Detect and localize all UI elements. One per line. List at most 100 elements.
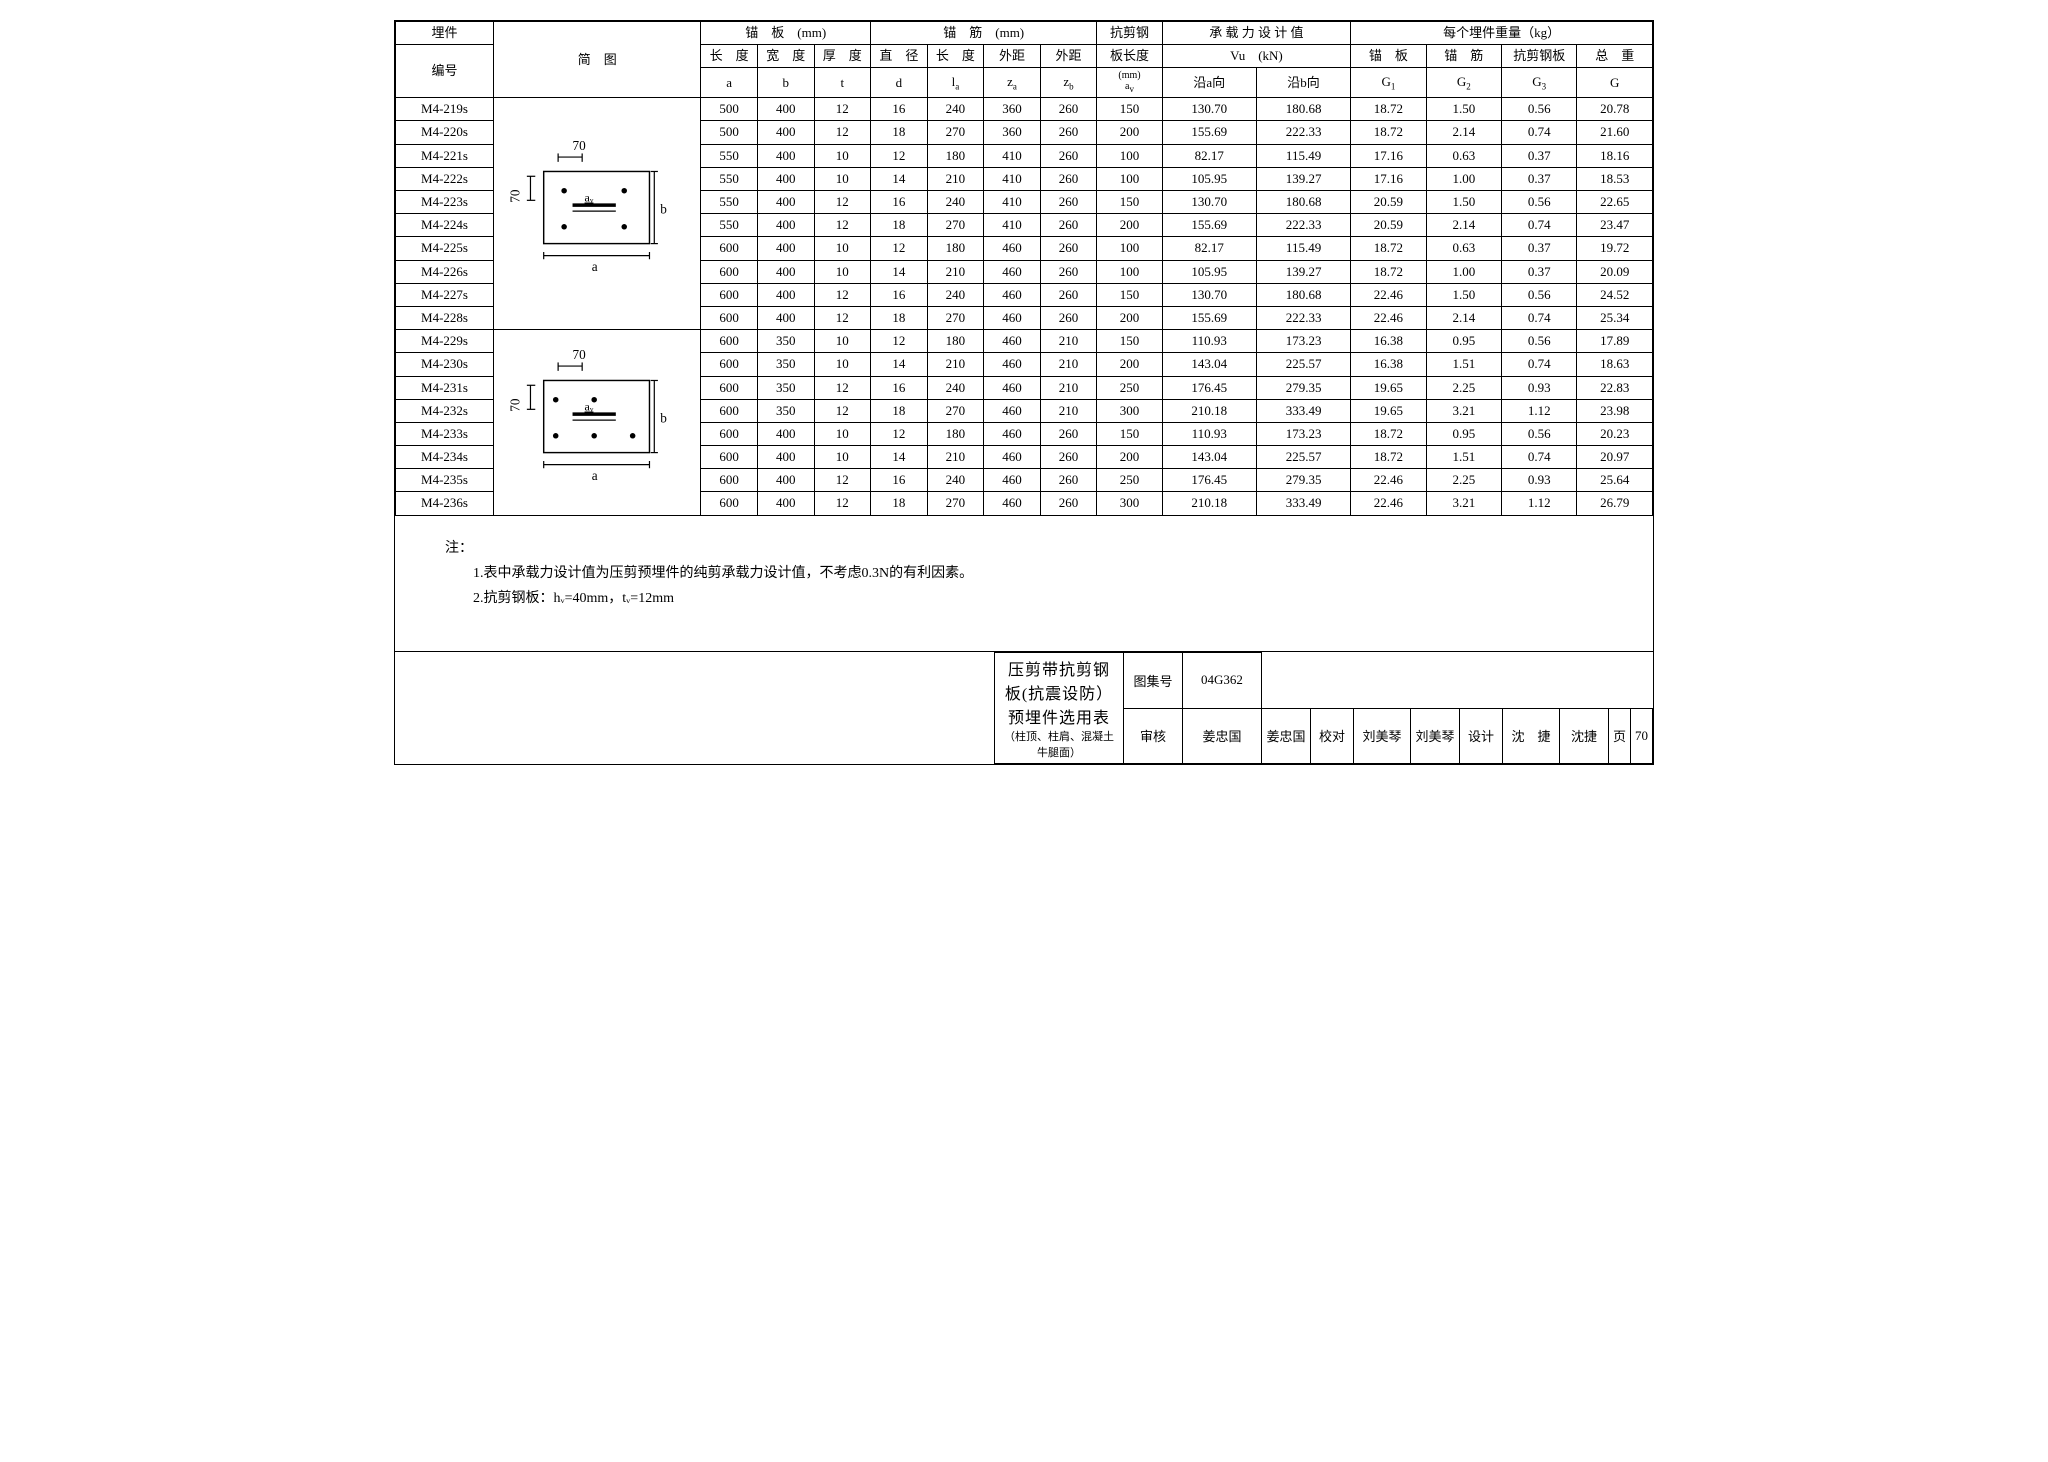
cell-t: 12 bbox=[814, 98, 871, 121]
cell-g: 24.52 bbox=[1577, 283, 1653, 306]
cell-g3: 0.74 bbox=[1502, 121, 1577, 144]
cell-zb: 260 bbox=[1040, 191, 1097, 214]
cell-la: 240 bbox=[927, 376, 984, 399]
cell-vua: 110.93 bbox=[1162, 422, 1256, 445]
cell-g3: 0.74 bbox=[1502, 446, 1577, 469]
cell-zb: 210 bbox=[1040, 376, 1097, 399]
cell-g: 25.34 bbox=[1577, 306, 1653, 329]
cell-vub: 333.49 bbox=[1256, 399, 1350, 422]
cell-vub: 139.27 bbox=[1256, 167, 1350, 190]
cell-g2: 1.51 bbox=[1426, 446, 1501, 469]
cell-av: 200 bbox=[1097, 121, 1162, 144]
cell-g2: 3.21 bbox=[1426, 492, 1501, 515]
cell-b: 400 bbox=[757, 98, 814, 121]
cell-t: 10 bbox=[814, 167, 871, 190]
cell-g1: 18.72 bbox=[1351, 121, 1426, 144]
cell-d: 18 bbox=[871, 121, 928, 144]
cell-id: M4-223s bbox=[396, 191, 494, 214]
cell-g1: 20.59 bbox=[1351, 214, 1426, 237]
cell-g: 19.72 bbox=[1577, 237, 1653, 260]
cell-vua: 105.95 bbox=[1162, 167, 1256, 190]
cell-g3: 0.56 bbox=[1502, 191, 1577, 214]
cell-vua: 210.18 bbox=[1162, 399, 1256, 422]
cell-g2: 2.25 bbox=[1426, 376, 1501, 399]
cell-b: 400 bbox=[757, 492, 814, 515]
cell-b: 400 bbox=[757, 260, 814, 283]
cell-vub: 139.27 bbox=[1256, 260, 1350, 283]
sym-av: (mm)av bbox=[1097, 68, 1162, 98]
cell-zb: 260 bbox=[1040, 144, 1097, 167]
svg-text:b: b bbox=[660, 202, 667, 217]
cell-vub: 222.33 bbox=[1256, 214, 1350, 237]
cell-za: 460 bbox=[984, 330, 1041, 353]
cell-za: 460 bbox=[984, 237, 1041, 260]
cell-id: M4-220s bbox=[396, 121, 494, 144]
jiaodui-label: 校对 bbox=[1310, 708, 1353, 764]
doc-title: 压剪带抗剪钢板(抗震设防）预埋件选用表 bbox=[1001, 656, 1117, 728]
cell-g2: 1.00 bbox=[1426, 167, 1501, 190]
cell-av: 200 bbox=[1097, 446, 1162, 469]
hdr-zb: 外距 bbox=[1040, 45, 1097, 68]
svg-text:a: a bbox=[592, 259, 598, 274]
cell-g: 23.98 bbox=[1577, 399, 1653, 422]
cell-id: M4-225s bbox=[396, 237, 494, 260]
cell-zb: 260 bbox=[1040, 446, 1097, 469]
cell-g3: 0.93 bbox=[1502, 469, 1577, 492]
cell-vua: 176.45 bbox=[1162, 376, 1256, 399]
cell-av: 250 bbox=[1097, 469, 1162, 492]
hdr-anchor-bar: 锚 筋 (mm) bbox=[871, 22, 1097, 45]
cell-g2: 0.95 bbox=[1426, 330, 1501, 353]
cell-b: 400 bbox=[757, 306, 814, 329]
cell-zb: 210 bbox=[1040, 399, 1097, 422]
cell-av: 200 bbox=[1097, 306, 1162, 329]
cell-a: 600 bbox=[701, 492, 758, 515]
cell-t: 10 bbox=[814, 237, 871, 260]
cell-vua: 210.18 bbox=[1162, 492, 1256, 515]
cell-vub: 115.49 bbox=[1256, 144, 1350, 167]
cell-g3: 0.74 bbox=[1502, 306, 1577, 329]
cell-vub: 115.49 bbox=[1256, 237, 1350, 260]
sheji-label: 设计 bbox=[1459, 708, 1502, 764]
cell-za: 410 bbox=[984, 167, 1041, 190]
cell-av: 250 bbox=[1097, 376, 1162, 399]
cell-d: 12 bbox=[871, 237, 928, 260]
cell-d: 16 bbox=[871, 283, 928, 306]
cell-av: 200 bbox=[1097, 214, 1162, 237]
cell-g3: 0.37 bbox=[1502, 167, 1577, 190]
sym-d: d bbox=[871, 68, 928, 98]
cell-a: 600 bbox=[701, 376, 758, 399]
cell-la: 270 bbox=[927, 492, 984, 515]
notes-title: 注： bbox=[445, 536, 1603, 561]
cell-za: 410 bbox=[984, 191, 1041, 214]
cell-av: 300 bbox=[1097, 399, 1162, 422]
cell-a: 600 bbox=[701, 283, 758, 306]
cell-la: 210 bbox=[927, 353, 984, 376]
cell-av: 100 bbox=[1097, 144, 1162, 167]
note-2: 2.抗剪钢板：hᵥ=40mm，tᵥ=12mm bbox=[445, 586, 1603, 611]
cell-a: 600 bbox=[701, 260, 758, 283]
cell-za: 460 bbox=[984, 399, 1041, 422]
cell-la: 270 bbox=[927, 214, 984, 237]
cell-b: 400 bbox=[757, 121, 814, 144]
cell-g3: 1.12 bbox=[1502, 399, 1577, 422]
cell-id: M4-230s bbox=[396, 353, 494, 376]
cell-vub: 225.57 bbox=[1256, 353, 1350, 376]
shenhe-sig: 姜忠国 bbox=[1261, 708, 1310, 764]
cell-vua: 110.93 bbox=[1162, 330, 1256, 353]
cell-zb: 260 bbox=[1040, 260, 1097, 283]
cell-zb: 210 bbox=[1040, 330, 1097, 353]
shenhe-label: 审核 bbox=[1123, 708, 1182, 764]
cell-g1: 17.16 bbox=[1351, 144, 1426, 167]
hdr-shear-sub: 板长度 bbox=[1097, 45, 1162, 68]
cell-a: 600 bbox=[701, 306, 758, 329]
cell-g1: 16.38 bbox=[1351, 330, 1426, 353]
cell-g1: 22.46 bbox=[1351, 306, 1426, 329]
sym-t: t bbox=[814, 68, 871, 98]
sym-vua: 沿a向 bbox=[1162, 68, 1256, 98]
cell-g: 20.78 bbox=[1577, 98, 1653, 121]
cell-za: 460 bbox=[984, 492, 1041, 515]
cell-g: 25.64 bbox=[1577, 469, 1653, 492]
hdr-capacity: 承 载 力 设 计 值 bbox=[1162, 22, 1351, 45]
hdr-vu: Vu (kN) bbox=[1162, 45, 1351, 68]
cell-vub: 279.35 bbox=[1256, 469, 1350, 492]
